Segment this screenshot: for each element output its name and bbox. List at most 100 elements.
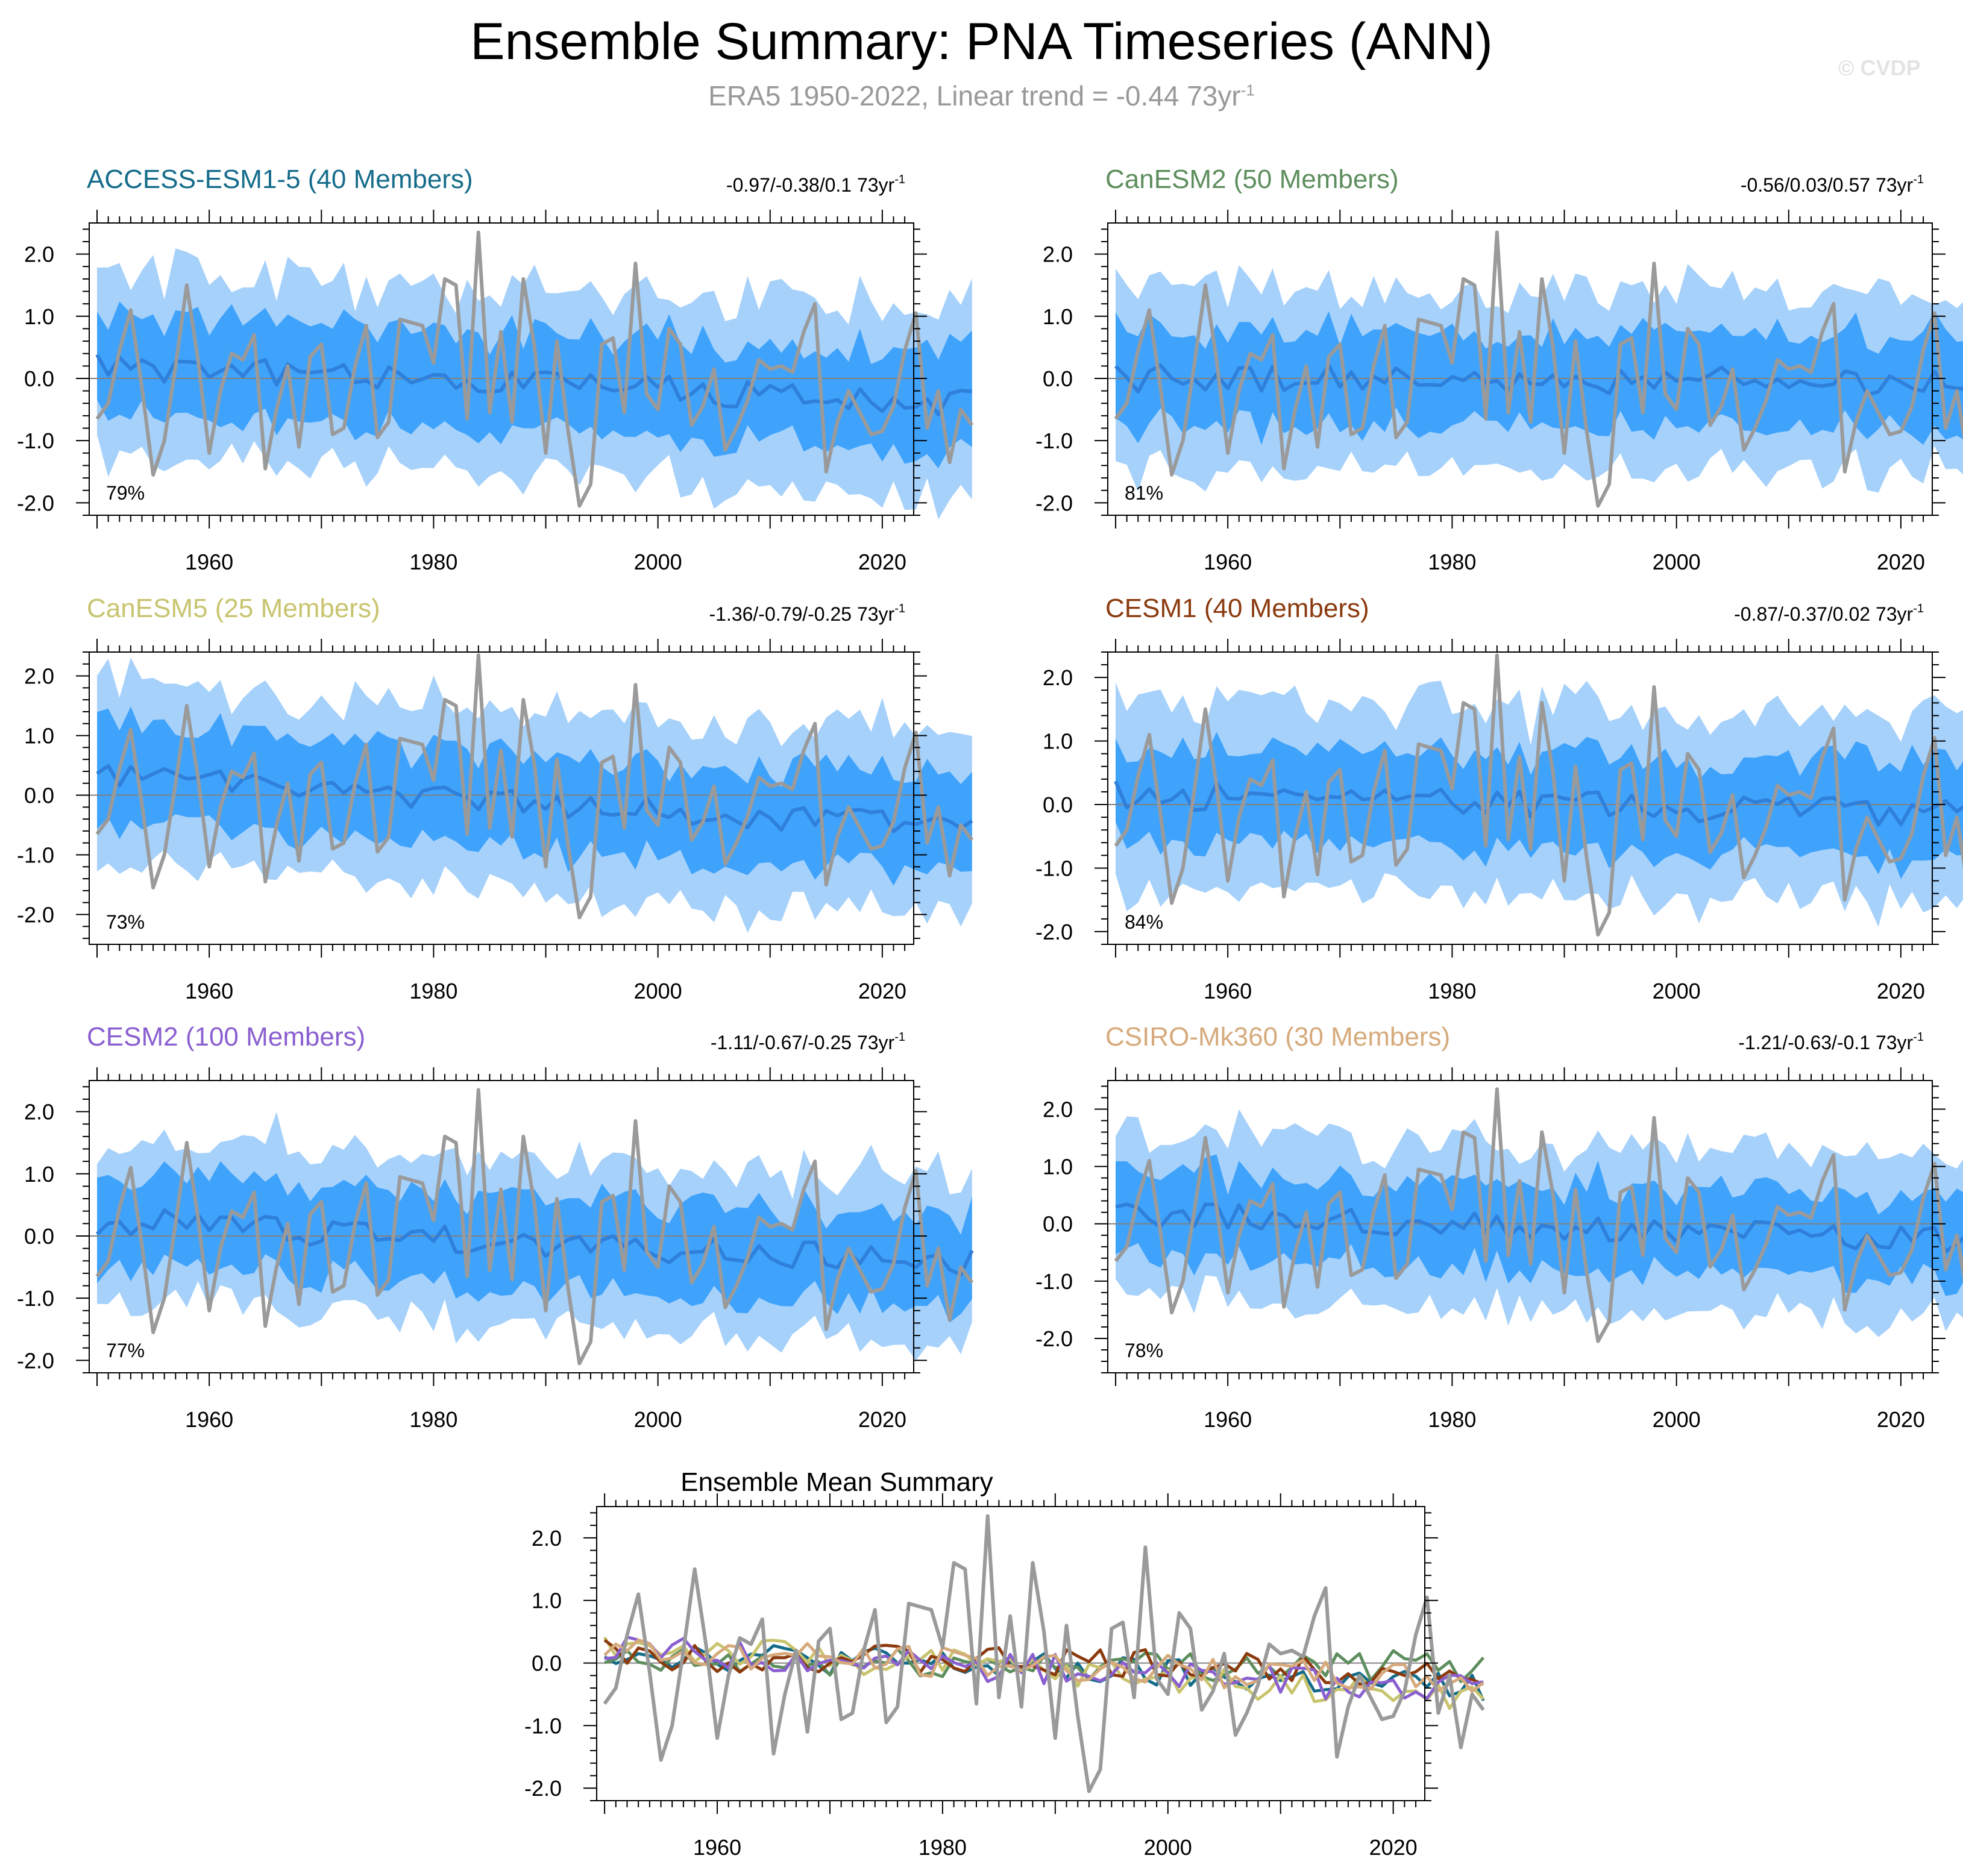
x-tick-label: 1960 <box>1204 1407 1252 1432</box>
obs-line <box>1114 653 1963 937</box>
percent-label: 84% <box>1125 911 1163 933</box>
y-tick-label: -1.0 <box>17 843 54 868</box>
panel-trend-superscript: -1 <box>894 1031 905 1044</box>
obs-line <box>1114 1087 1963 1343</box>
y-tick-label: 1.0 <box>1043 729 1073 754</box>
y-tick-label: 0.0 <box>24 1224 54 1249</box>
y-tick-label: 0.0 <box>532 1651 562 1676</box>
panel-5: CESM2 (100 Members) -1.11/-0.67/-0.25 73y… <box>17 1022 974 1432</box>
x-tick-label: 1980 <box>919 1835 967 1860</box>
x-tick-label: 2000 <box>634 1407 682 1432</box>
y-tick-label: 0.0 <box>1043 1212 1073 1237</box>
y-tick-label: 1.0 <box>24 304 54 329</box>
x-tick-label: 1980 <box>409 979 457 1003</box>
inner-spread-band <box>97 301 972 469</box>
panel-trend-superscript: -1 <box>894 173 905 186</box>
y-tick-label: -2.0 <box>17 491 54 515</box>
x-tick-label: 1960 <box>693 1835 741 1860</box>
y-tick-label: 1.0 <box>24 724 54 748</box>
y-tick-label: -1.0 <box>17 428 54 453</box>
y-tick-label: -1.0 <box>1035 856 1073 880</box>
y-tick-label: 2.0 <box>24 664 54 689</box>
cvdp-watermark: © CVDP <box>1838 55 1921 80</box>
x-tick-label: 2020 <box>858 550 906 574</box>
panel-trend-superscript: -1 <box>1913 173 1924 186</box>
subtitle-text: ERA5 1950-2022, Linear trend = -0.44 73y… <box>708 80 1241 111</box>
panel-3: CanESM5 (25 Members) -1.36/-0.79/-0.25 73… <box>17 594 974 1003</box>
panel-title: CESM2 (100 Members) <box>87 1022 365 1052</box>
y-tick-label: -2.0 <box>524 1776 562 1801</box>
x-tick-label: 2000 <box>1653 1407 1701 1432</box>
panel-2: CanESM2 (50 Members) -0.56/0.03/0.57 73yr… <box>1035 165 1963 574</box>
x-tick-label: 1960 <box>1204 550 1252 574</box>
y-tick-label: 1.0 <box>532 1589 562 1613</box>
inner-spread-band <box>97 706 972 886</box>
panel-trend: -1.11/-0.67/-0.25 73yr-1 <box>711 1031 905 1053</box>
panel-title: CanESM2 (50 Members) <box>1105 165 1399 194</box>
y-tick-label: 0.0 <box>1043 792 1073 817</box>
x-tick-label: 1960 <box>185 550 233 574</box>
y-tick-label: 2.0 <box>24 1100 54 1125</box>
x-tick-label: 1960 <box>1204 979 1252 1003</box>
panel-7: Ensemble Mean Summary 2.0 1.0 0.0 -1.0 -2.0 19… <box>524 1467 1485 1860</box>
x-tick-label: 1980 <box>409 1407 457 1432</box>
x-tick-label: 2020 <box>858 979 906 1003</box>
obs-line <box>1114 230 1963 508</box>
subtitle: ERA5 1950-2022, Linear trend = -0.44 73y… <box>0 80 1963 112</box>
ensemble-mean-line <box>1114 363 1963 397</box>
y-tick-label: -2.0 <box>1035 920 1073 944</box>
panel-trend-superscript: -1 <box>894 602 905 615</box>
x-tick-label: 1980 <box>409 550 457 574</box>
panel-6: CSIRO-Mk360 (30 Members) -1.21/-0.63/-0.1… <box>1035 1022 1963 1432</box>
obs-line <box>95 1088 974 1366</box>
y-tick-label: 1.0 <box>1043 304 1073 329</box>
ensemble-mean-line <box>1114 780 1963 827</box>
y-tick-label: 0.0 <box>24 783 54 808</box>
panel-title: Ensemble Mean Summary <box>680 1467 993 1497</box>
panel-title: CESM1 (40 Members) <box>1105 594 1369 623</box>
x-tick-label: 2000 <box>1144 1835 1192 1860</box>
panel-title: CSIRO-Mk360 (30 Members) <box>1105 1022 1450 1052</box>
percent-label: 77% <box>106 1340 145 1361</box>
ensemble-mean-line <box>95 354 973 416</box>
panel-4: CESM1 (40 Members) -0.87/-0.37/0.02 73yr-… <box>1035 594 1963 1003</box>
y-tick-label: 1.0 <box>1043 1155 1073 1179</box>
x-tick-label: 1960 <box>185 979 233 1003</box>
x-tick-label: 1960 <box>185 1407 233 1432</box>
ensemble-mean-series-5 <box>604 1636 1484 1701</box>
x-tick-label: 2000 <box>1653 979 1701 1003</box>
obs-line <box>95 230 974 508</box>
y-tick-label: 2.0 <box>1043 242 1073 267</box>
panel-title: ACCESS-ESM1-5 (40 Members) <box>87 165 473 194</box>
inner-spread-band <box>1116 1154 1963 1296</box>
y-tick-label: 2.0 <box>532 1526 562 1551</box>
panel-trend: -0.97/-0.38/0.1 73yr-1 <box>726 173 905 196</box>
y-tick-label: 0.0 <box>24 366 54 391</box>
ensemble-mean-line <box>95 1208 974 1277</box>
x-tick-label: 2000 <box>634 979 682 1003</box>
y-tick-label: 0.0 <box>1043 366 1073 391</box>
subtitle-superscript: -1 <box>1240 81 1255 99</box>
y-tick-label: -2.0 <box>17 903 54 927</box>
y-tick-label: 2.0 <box>24 242 54 267</box>
x-tick-label: 2020 <box>1369 1835 1418 1860</box>
percent-label: 78% <box>1125 1340 1163 1361</box>
y-tick-label: -1.0 <box>1035 1269 1073 1294</box>
obs-line <box>603 1514 1485 1793</box>
y-tick-label: 2.0 <box>1043 665 1073 690</box>
x-tick-label: 2000 <box>634 550 682 574</box>
percent-label: 79% <box>106 482 145 504</box>
ensemble-mean-series-6 <box>603 1638 1484 1693</box>
y-tick-label: -2.0 <box>17 1348 54 1373</box>
y-tick-label: -2.0 <box>1035 1326 1073 1351</box>
panel-trend: -0.56/0.03/0.57 73yr-1 <box>1741 173 1924 196</box>
x-tick-label: 2020 <box>1877 979 1925 1003</box>
obs-line <box>95 653 974 920</box>
x-tick-label: 1980 <box>1428 979 1476 1003</box>
x-tick-label: 2020 <box>1877 550 1925 574</box>
panel-trend: -1.36/-0.79/-0.25 73yr-1 <box>709 602 905 625</box>
percent-label: 81% <box>1125 482 1163 504</box>
y-tick-label: -1.0 <box>1035 428 1073 453</box>
panel-1: ACCESS-ESM1-5 (40 Members) -0.97/-0.38/0.… <box>17 165 974 574</box>
